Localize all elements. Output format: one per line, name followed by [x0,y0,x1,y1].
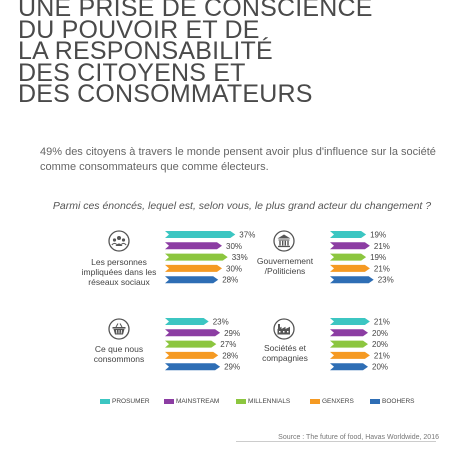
bar [165,340,217,348]
bar-value-label: 33% [232,253,248,262]
bar-value-label: 20% [372,340,388,349]
bar-value-label: 21% [374,318,390,327]
bar [330,329,368,337]
legend-swatch [164,398,174,404]
bar-value-label: 21% [374,264,390,273]
bar-value-label: 20% [372,329,388,338]
factory-icon [273,318,295,340]
bar [165,276,219,284]
bar-value-label: 21% [374,242,390,251]
bar-value-label: 23% [213,318,229,327]
legend-item-genxers: GENXERS [310,396,354,408]
panel-label: Gouvernement /Politiciens [256,256,314,276]
bar-value-label: 21% [374,351,390,360]
bar-value-label: 30% [226,242,242,251]
legend-label: GENXERS [322,398,354,405]
shopping-basket-icon [108,318,130,340]
source-note: Source : The future of food, Havas World… [278,434,439,441]
title-line: DU POUVOIR ET DE [18,15,260,44]
government-building-icon [273,230,295,252]
title-line: UNE PRISE DE CONSCIENCE [18,0,373,22]
legend: PROSUMER MAINSTREAM MILLENNIALS GENXERS … [78,396,415,408]
bar [330,231,367,238]
legend-label: MILLENNIALS [248,398,291,405]
bar [165,351,219,359]
bar-value-label: 37% [239,231,255,240]
panel-label: Ce que nous consommons [93,344,145,364]
bar [330,363,368,371]
bar-value-label: 19% [370,231,386,240]
legend-swatch [100,398,110,404]
page-title: UNE PRISE DE CONSCIENCE DU POUVOIR ET DE… [18,0,458,106]
bar [165,318,209,325]
question-text: Parmi ces énoncés, lequel est, selon vou… [52,200,432,212]
panel-label: Les personnes impliquées dans les réseau… [81,257,157,287]
bar-value-label: 28% [222,276,238,285]
legend-label: PROSUMER [112,398,150,405]
bar-value-label: 28% [222,351,238,360]
bar [165,329,221,337]
bar [330,242,370,250]
legend-swatch [236,398,246,404]
panel-label: Sociétés et compagnies [262,343,308,363]
bar [330,276,374,284]
bar-value-label: 23% [378,276,394,285]
bar [330,340,368,348]
title-line: LA RESPONSABILITÉ [18,37,273,65]
bar-value-label: 27% [220,340,236,349]
bar-value-label: 29% [224,329,240,338]
bar-value-label: 20% [372,363,388,372]
bar [165,242,222,250]
bar-value-label: 19% [370,253,386,262]
source-divider [236,441,436,442]
bar-value-label: 30% [226,264,242,273]
bar [330,253,367,261]
title-line: DES CITOYENS ET [18,58,246,87]
legend-swatch [370,398,380,404]
legend-item-prosumer: PROSUMER [100,396,150,408]
bar [330,318,370,325]
legend-item-mainstream: MAINSTREAM [164,396,219,408]
bar-value-label: 29% [224,363,240,372]
bar [165,253,228,261]
bar [165,264,222,272]
bar [165,363,221,371]
bar [165,231,236,238]
legend-item-millennials: MILLENNIALS [236,396,290,408]
bar [330,351,370,359]
network-icon [108,230,130,252]
intro-text: 49% des citoyens à travers le monde pens… [40,146,436,173]
legend-swatch [310,398,320,404]
legend-label: BOOHERS [382,398,415,405]
title-line: DES CONSOMMATEURS [18,80,313,108]
legend-label: MAINSTREAM [176,398,220,405]
bar [330,264,370,272]
legend-item-boomers: BOOHERS [370,396,415,408]
